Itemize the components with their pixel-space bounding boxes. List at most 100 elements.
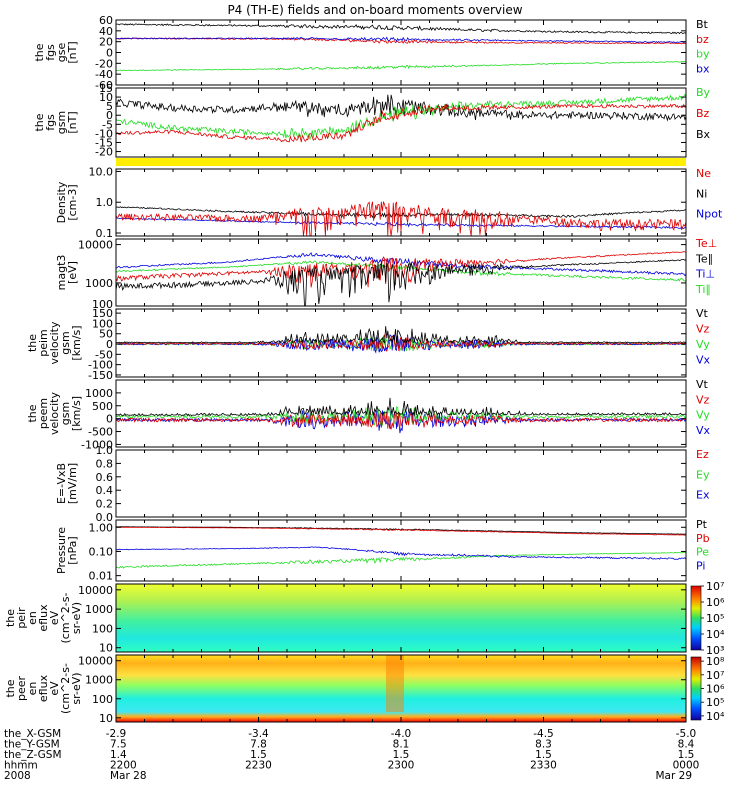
y-axis-title-p4: magt3[eV]: [55, 255, 79, 291]
y-axis-p3: 10.0 1.0 0.1: [89, 165, 686, 240]
y-tick-label: 0.1: [96, 227, 114, 240]
x-row-value: -4.5: [533, 728, 554, 740]
y-tick-label: 10: [99, 91, 113, 104]
y-axis-title-line: gsm: [55, 111, 68, 134]
spectrogram-streak: [398, 655, 401, 712]
series-line-black: [115, 94, 687, 122]
x-row-label: the_X-GSM: [4, 728, 61, 740]
y-axis-title-line: E=-VxB: [55, 463, 68, 504]
y-axis-title-line: peim: [37, 329, 50, 357]
series-line-blue: [115, 546, 687, 560]
panel-frame: [115, 519, 687, 582]
y-tick-label: 0.6: [96, 471, 114, 484]
y-axis-title-line: eV: [48, 681, 61, 696]
y-axis-title-line: fgs: [44, 44, 57, 61]
y-tick-label: 100: [92, 317, 113, 330]
legend-entry: Ni: [696, 187, 707, 200]
y-tick-label: 50: [99, 328, 113, 341]
y-axis-p10: 10000 1000 100 10: [78, 655, 686, 725]
spectrogram-streak: [401, 655, 404, 712]
y-axis-p4: 10000 1000: [78, 239, 686, 290]
y-tick-label: 1000: [85, 387, 113, 400]
series-line-black: [115, 206, 687, 219]
legend-entry: Pb: [696, 532, 710, 545]
x-row-label: the_Y-GSM: [4, 739, 60, 751]
x-row-value: 0000: [673, 760, 700, 772]
y-tick-label: -60: [95, 79, 113, 92]
y-axis-title-p3: Density[cm-3]: [55, 181, 79, 223]
y-axis-title-line: [nT]: [66, 41, 79, 63]
legend-entry: Vz: [696, 393, 710, 406]
legend-entry: bz: [696, 33, 709, 46]
y-axis-title-line: the: [33, 43, 46, 61]
y-tick-label: -40: [95, 68, 113, 81]
legend-entry: Bz: [696, 107, 710, 120]
y-axis-title-line: en: [26, 682, 39, 696]
y-tick-label: 15: [99, 82, 113, 95]
colorbar-tick-label: 10⁴: [706, 628, 725, 641]
y-axis-title-line: peem: [37, 398, 50, 429]
panel-p7: 1.00.80.60.40.20.0 E=-VxB[mV/m] Ez Ey Ex: [55, 444, 710, 524]
x-row-value: 2300: [388, 760, 415, 772]
y-axis-title-line: Density: [55, 181, 68, 223]
x-row-value: -3.4: [248, 728, 269, 740]
spectrogram-streak: [392, 655, 395, 712]
x-row-label: hhmm: [4, 760, 38, 772]
y-tick-label: -20: [95, 57, 113, 70]
legend-entry: Pi: [696, 559, 705, 572]
series-line-red: [115, 201, 687, 237]
y-axis-title-line: Pressure: [55, 527, 68, 574]
spectrogram-p10: [116, 655, 686, 722]
y-tick-label: 20: [99, 36, 113, 49]
y-tick-label: 10: [99, 642, 113, 655]
y-tick-label: -50: [95, 348, 113, 361]
y-axis-title-line: eV: [48, 610, 61, 625]
legend-entry: Ti⊥: [695, 268, 715, 281]
panel-p9: 10⁷ 10⁶ 10⁵ 10⁴ 10³ 10000 1000 100 10 thepeirenef…: [4, 580, 725, 657]
series-line-green: [115, 93, 687, 141]
x-row-value: 2200: [110, 760, 137, 772]
legend-entry: Bx: [696, 128, 711, 141]
colorbar-tick-label: 10⁵: [706, 696, 724, 709]
legend-entry: Vx: [696, 424, 711, 437]
x-row-value: 2230: [245, 760, 272, 772]
legend-entry: Ne: [696, 167, 711, 180]
y-axis-title-line: velocity: [48, 392, 61, 435]
colorbar-tick-label: 10⁷: [706, 580, 724, 593]
series-line-red: [115, 103, 687, 143]
series-line-green: [115, 406, 687, 426]
y-axis-title-line: the: [33, 113, 46, 131]
legend-entry: Te⊥: [695, 237, 717, 250]
colorbar-tick-label: 10⁵: [706, 612, 724, 625]
x-row-value: Mar 29: [655, 770, 692, 782]
legend-p3: Ne Ni Npot: [696, 167, 723, 221]
y-tick-label: 10000: [78, 584, 113, 597]
legend-entry: Vt: [696, 307, 709, 320]
panel-p3: 10.0 1.0 0.1 Density[cm-3] Ne Ni Npot: [55, 165, 723, 240]
y-axis-p7: 1.00.80.60.40.20.0: [96, 444, 686, 524]
y-axis-title-line: [mV/m]: [66, 463, 79, 504]
y-tick-label: 1000: [85, 277, 113, 290]
legend-entry: Ez: [696, 448, 709, 461]
data-gap-band: [116, 158, 686, 166]
series-line-red: [115, 409, 687, 430]
panel-p5: 150100500-50-100-150100thepeimvelocitygs…: [26, 298, 711, 382]
y-tick-label: -1000: [81, 438, 113, 451]
panel-frame: [115, 238, 687, 307]
y-axis-p8: 1.00 0.10 0.01: [89, 521, 686, 583]
spectrogram-streak: [395, 655, 398, 712]
colorbar-tick-label: 10⁸: [706, 655, 725, 668]
y-axis-title-p7: E=-VxB[mV/m]: [55, 463, 79, 504]
y-tick-label: 1.0: [96, 196, 114, 209]
legend-entry: Vy: [696, 338, 710, 351]
legend-p4: Te⊥ Te∥ Ti⊥ Ti∥: [695, 237, 717, 296]
panel-p4: 10000 1000 magt3[eV] Te⊥ Te∥ Ti⊥ Ti∥: [55, 237, 717, 307]
y-axis-title-line: [nPa]: [66, 536, 79, 564]
